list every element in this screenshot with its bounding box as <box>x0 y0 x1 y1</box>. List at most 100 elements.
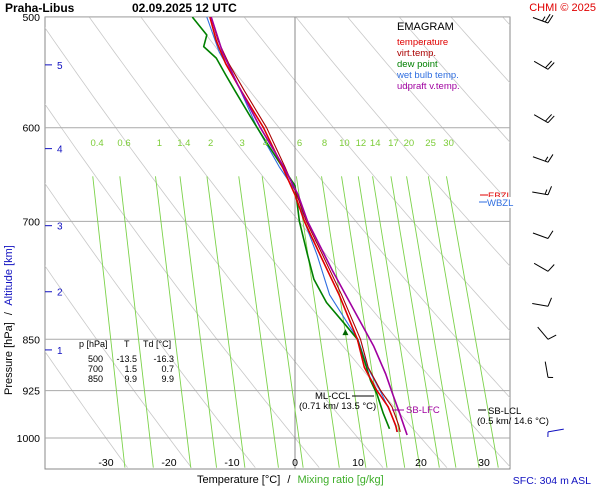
barb-feather <box>547 264 555 272</box>
x-tick-label: 0 <box>292 457 298 469</box>
mixing-ratio-line <box>179 176 217 468</box>
mixing-ratio-layer <box>92 176 499 468</box>
wind-barb <box>532 230 554 239</box>
dry-adiabat <box>243 17 510 332</box>
x-tick-label: -10 <box>224 457 239 469</box>
wbzl-label: WBZL <box>487 198 513 209</box>
pressure-tick-label: 1000 <box>17 433 41 445</box>
wind-barb <box>537 326 557 340</box>
barb-shaft <box>532 232 549 239</box>
wbzl-bg <box>485 197 521 208</box>
mixing-ratio-label: 1 <box>157 138 162 149</box>
copyright: CHMI © 2025 <box>529 2 596 14</box>
svg-text:Pressure [hPa] / A: Pressure [hPa] / Altitude [km] <box>3 245 15 395</box>
barb-half-feather <box>547 431 549 438</box>
table-cell: 1.5 <box>124 364 137 374</box>
x-axis-separator: / <box>287 474 291 486</box>
mixing-ratio-label: 0.6 <box>117 138 130 149</box>
series-udpraft-v-temp- <box>210 17 408 436</box>
mixing-ratio-label: 25 <box>425 138 436 149</box>
barb-shaft <box>537 326 549 340</box>
mixing-ratio-line <box>92 176 126 468</box>
ml-ccl-values: (0.71 km/ 13.5 °C) <box>299 401 376 412</box>
x-tick-label: 30 <box>478 457 490 469</box>
y-axis-title: Pressure [hPa] / Altitude [km] <box>3 245 15 395</box>
mixing-ratio-line <box>238 176 279 468</box>
barb-feather <box>545 60 553 69</box>
dry-adiabat <box>398 17 510 143</box>
table-cell: 850 <box>88 374 103 384</box>
mixing-ratio-line <box>295 176 340 468</box>
mixing-ratio-line <box>206 176 246 468</box>
x-tick-label: 10 <box>352 457 364 469</box>
barb-shaft <box>533 114 549 124</box>
x-tick-label: -20 <box>161 457 176 469</box>
barb-shaft <box>533 60 549 70</box>
parcel-marker <box>342 329 349 336</box>
temperature-axis-label: Temperature [°C] <box>197 474 280 486</box>
sb-lfc-label: SB-LFC <box>406 405 440 416</box>
mixing-ratio-label: 12 <box>356 138 367 149</box>
barb-feather <box>547 154 554 163</box>
dry-adiabat <box>45 350 128 468</box>
barb-shaft <box>532 303 549 307</box>
barb-feather <box>547 186 552 195</box>
surface-elevation: SFC: 304 m ASL <box>513 475 591 487</box>
wind-barb <box>547 428 564 438</box>
mixing-ratio-label: 8 <box>322 138 327 149</box>
legend-virt-temp: virt.temp. <box>397 48 436 59</box>
dry-adiabat <box>295 17 510 267</box>
barb-feather <box>547 334 557 340</box>
pressure-tick-label: 700 <box>22 216 40 228</box>
pressure-tick-label: 600 <box>22 123 40 135</box>
dry-adiabat <box>531 0 600 468</box>
table-cell: -16.3 <box>153 354 174 364</box>
mixing-ratio-label: 30 <box>443 138 454 149</box>
table-cell: 500 <box>88 354 103 364</box>
mixing-ratio-line <box>446 176 499 468</box>
barb-half-feather <box>547 376 554 379</box>
wind-barb <box>533 114 555 124</box>
table-header-p: p [hPa] <box>79 339 108 349</box>
barb-feather <box>544 13 551 23</box>
dry-adiabat <box>347 17 510 204</box>
altitude-tick-label: 4 <box>57 145 63 156</box>
mixing-ratio-line <box>406 176 457 468</box>
mixing-ratio-line <box>119 176 154 468</box>
wind-barb <box>544 361 554 379</box>
axis-layer: 0.4 0.6 1 1.4 2 3 4 6 8 10 12 14 17 20 25 30-30 -20 -10 0 1… <box>17 12 490 469</box>
mixing-ratio-label: 0.4 <box>90 138 103 149</box>
legend-wet-bulb: wet bulb temp. <box>396 70 459 81</box>
barb-shaft <box>547 428 564 433</box>
level-annotations: EBZL WBZL ML-CCL (0.71 km/ 13.5 °C) SB-L… <box>299 191 549 427</box>
series-wet-bulb-temp- <box>206 17 399 433</box>
altitude-tick-label: 5 <box>57 61 63 72</box>
wind-barb <box>533 60 555 70</box>
mixing-ratio-label: 4 <box>263 138 268 149</box>
legend-temperature: temperature <box>397 37 448 48</box>
mixing-axis-label: Mixing ratio [g/kg] <box>297 474 383 486</box>
barb-feather <box>547 62 555 70</box>
mixing-ratio-line <box>390 176 440 468</box>
x-tick-label: -30 <box>98 457 113 469</box>
altitude-tick-label: 2 <box>57 288 63 299</box>
dry-adiabat <box>192 17 510 399</box>
dry-adiabat <box>45 103 320 468</box>
mixing-ratio-label: 17 <box>388 138 399 149</box>
barb-feather <box>547 230 554 239</box>
mixing-ratio-line <box>427 176 480 468</box>
mixing-ratio-line <box>261 176 304 468</box>
x-tick-label: 20 <box>415 457 427 469</box>
table-cell: -13.5 <box>116 354 137 364</box>
mixing-ratio-label: 1.4 <box>177 138 190 149</box>
dry-adiabat <box>140 17 510 468</box>
wind-barb <box>533 262 555 272</box>
table-cell: 0.7 <box>161 364 174 374</box>
altitude-tick-label: 3 <box>57 222 63 233</box>
sounding-table: p [hPa] T Td [°C] 500 -13.5 -16.3 700 1.… <box>79 339 174 384</box>
sb-lcl-values: (0.5 km/ 14.6 °C) <box>477 416 549 427</box>
barb-shaft <box>544 361 549 378</box>
ebzl-label: EBZL <box>488 191 512 202</box>
wind-barb <box>532 297 552 307</box>
dry-adiabat <box>45 265 192 468</box>
